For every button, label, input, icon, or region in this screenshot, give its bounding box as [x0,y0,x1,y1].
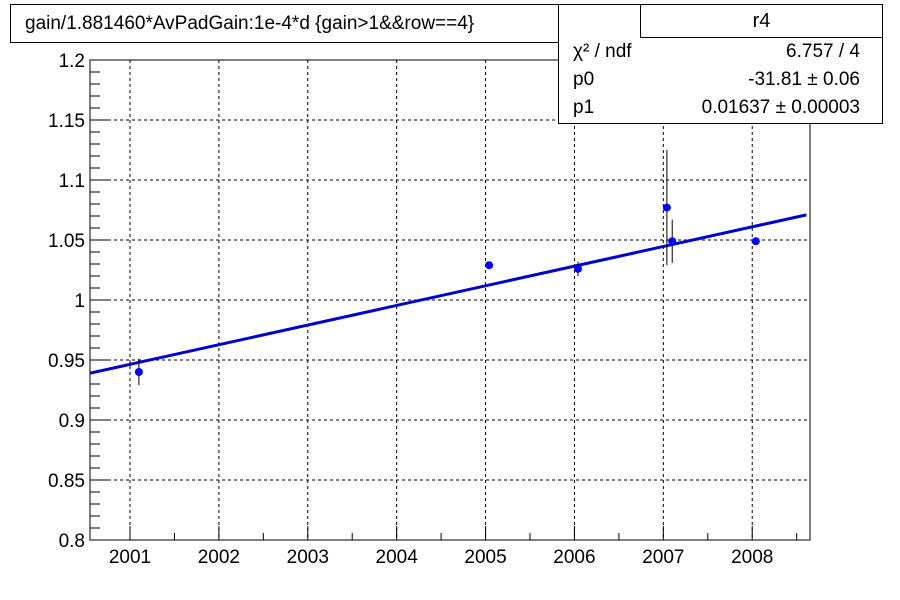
data-points [134,150,760,386]
data-point [485,261,494,270]
tick-labels: 0.8 0.85 0.9 0.95 1 1.05 1.1 1.15 1.2 2001 2002 200… [48,51,773,568]
stats-label-chi2: χ² / ndf [573,41,632,62]
y-tick-label: 0.85 [48,471,85,492]
y-tick-label: 0.8 [59,531,85,552]
chart-title: gain/1.881460*AvPadGain:1e-4*d {gain>1&&… [25,13,475,34]
x-tick-label: 2005 [464,547,506,568]
stats-value-chi2: 6.757 / 4 [786,41,860,62]
grid-lines [90,60,810,540]
x-tick-label: 2006 [553,547,595,568]
x-tick-label: 2001 [109,547,151,568]
axis-ticks [90,59,798,541]
stats-row-p0: p0 -31.81 ± 0.06 [559,66,882,94]
y-tick-label: 1.2 [59,51,85,72]
x-tick-label: 2004 [376,547,419,568]
data-point [662,203,671,212]
x-tick-label: 2002 [198,547,240,568]
stats-name: r4 [640,5,882,38]
fit-line-group [89,213,807,375]
chart-title-box: gain/1.881460*AvPadGain:1e-4*d {gain>1&&… [10,4,638,43]
y-tick-label: 1.1 [59,171,85,192]
y-tick-label: 1.05 [48,231,85,252]
y-tick-label: 0.95 [48,351,85,372]
x-tick-label: 2008 [731,547,773,568]
y-tick-label: 1 [74,291,85,312]
y-tick-label: 1.15 [48,111,85,132]
data-point [668,237,677,246]
stats-value-p0: -31.81 ± 0.06 [748,69,860,90]
stats-label-p0: p0 [573,69,595,90]
y-tick-label: 0.9 [59,411,85,432]
stats-label-p1: p1 [573,97,595,118]
fit-line [89,213,807,375]
fit-stats-box: r4 χ² / ndf 6.757 / 4 p0 -31.81 ± 0.06 p… [558,4,883,124]
data-point [134,368,143,376]
x-tick-label: 2003 [287,547,329,568]
stats-row-p1: p1 0.01637 ± 0.00003 [559,94,882,122]
x-tick-label: 2007 [642,547,684,568]
stats-value-p1: 0.01637 ± 0.00003 [701,97,860,118]
data-point [574,264,582,273]
stats-row-chi2: χ² / ndf 6.757 / 4 [559,38,882,66]
data-point [751,237,760,246]
